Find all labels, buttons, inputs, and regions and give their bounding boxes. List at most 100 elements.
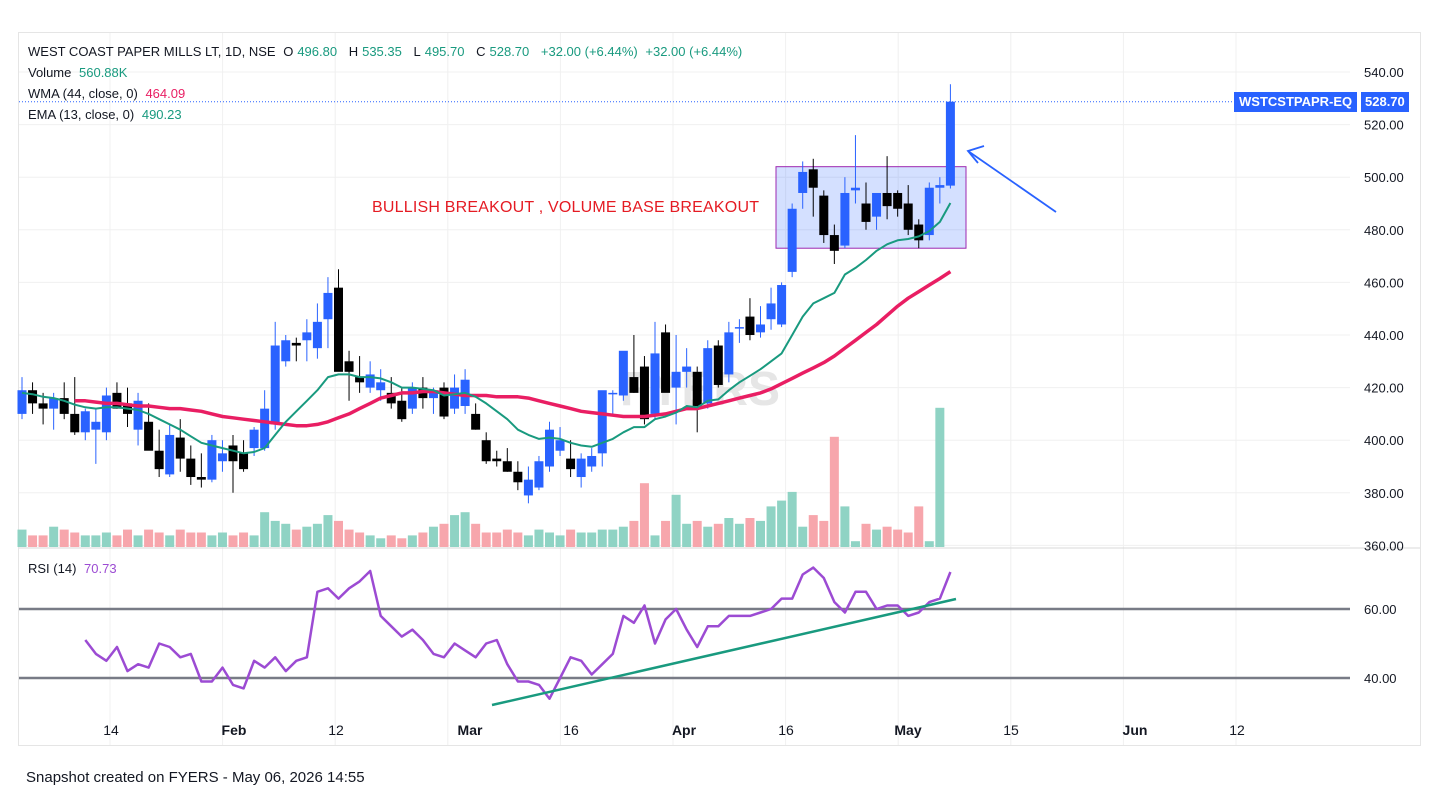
rsi-trendline [491,597,957,707]
change-1: +32.00 (+6.44%) [540,44,638,59]
candle-body [924,187,934,236]
candle-body [144,421,154,451]
candle-body [101,395,111,433]
volume-bar [450,515,460,547]
volume-bar [893,529,903,547]
volume-bar [629,520,639,547]
volume-bar [418,532,428,547]
arrow-shaft [967,150,1057,213]
ohlc-legend: WEST COAST PAPER MILLS LT, 1D, NSE O 496.… [28,44,746,59]
candle-body [945,101,955,186]
symbol-price-tag: WSTCSTPAPR-EQ [1234,92,1358,112]
candle-body [355,377,365,383]
price-tick-label: 480.00 [1364,223,1404,238]
x-tick-label: 12 [1229,722,1245,738]
volume-bar [587,532,597,547]
volume-bar [17,529,27,547]
volume-bar [850,541,860,547]
candle-body [450,387,460,409]
volume-bar [112,535,122,547]
volume-bar [260,512,270,547]
candle-body [545,429,554,467]
candle-body [80,411,90,433]
volume-bar [376,538,386,547]
candle-body [471,413,481,430]
candle-body [798,171,808,193]
candle-body [291,342,301,346]
volume-bar [428,526,438,547]
volume-bar [471,523,481,547]
ema-value: 490.23 [141,107,182,122]
x-tick-label: 16 [563,722,579,738]
volume-bar [819,520,829,547]
volume-bar [903,532,913,547]
volume-bar [756,520,765,547]
candle-body [186,458,196,478]
candle-body [787,208,797,272]
low-value: 495.70 [424,44,465,59]
candle-body [618,350,628,396]
volume-bar [80,535,90,547]
candle-body [724,332,734,375]
volume-bar [28,535,38,547]
volume-bar [924,541,934,547]
candle-body [777,285,787,325]
candle-body [17,390,27,414]
candle-body [49,398,59,409]
low-label: L [413,44,421,59]
candle-body [481,440,491,462]
candle-body [344,361,354,372]
volume-bar [692,520,702,547]
candle-body [91,421,101,430]
candle-body [829,235,839,251]
volume-bar [671,494,681,547]
close-label: C [476,44,486,59]
rsi-legend: RSI (14) 70.73 [28,561,121,576]
volume-bar [334,520,343,547]
volume-bar [207,535,217,547]
candle-body [502,461,512,472]
volume-bar [492,532,502,547]
price-tick-label: 520.00 [1364,118,1404,133]
volume-bar [270,520,280,547]
price-tick-label: 540.00 [1364,65,1404,80]
candle-body [133,400,143,430]
volume-bar [175,529,185,547]
volume-bar [281,523,291,547]
rsi-tick-label: 40.00 [1364,671,1397,686]
volume-bar [608,529,618,547]
ema-line [21,202,952,455]
volume-bar [228,535,238,547]
volume-bar [734,523,744,547]
volume-value: 560.88K [79,65,128,80]
snapshot-footer: Snapshot created on FYERS - May 06, 2026… [26,769,365,786]
volume-bar [133,535,143,547]
candle-body [70,413,80,433]
candle-body [650,353,660,414]
volume-bar [703,526,713,547]
volume-bar [745,518,755,547]
candle-body [376,382,386,391]
candle-body [914,224,924,241]
candle-body [808,169,818,188]
candle-body [903,203,913,230]
high-value: 535.35 [362,44,402,59]
volume-bar [534,529,544,547]
candle-body [639,366,649,420]
volume-bar [555,535,565,547]
wma-value: 464.09 [145,86,186,101]
ema-legend: EMA (13, close, 0) 490.23 [28,107,186,122]
volume-bar [323,515,333,547]
candle-body [154,450,164,470]
candle-body [386,392,396,404]
x-tick-label: Feb [222,722,247,738]
candle-body [28,390,38,404]
volume-bar [397,538,407,547]
candle-body [492,458,502,462]
volume-bar [439,523,449,547]
volume-bar [576,532,586,547]
candle-body [682,366,692,372]
rsi-line [84,566,952,700]
candle-body [566,458,576,470]
